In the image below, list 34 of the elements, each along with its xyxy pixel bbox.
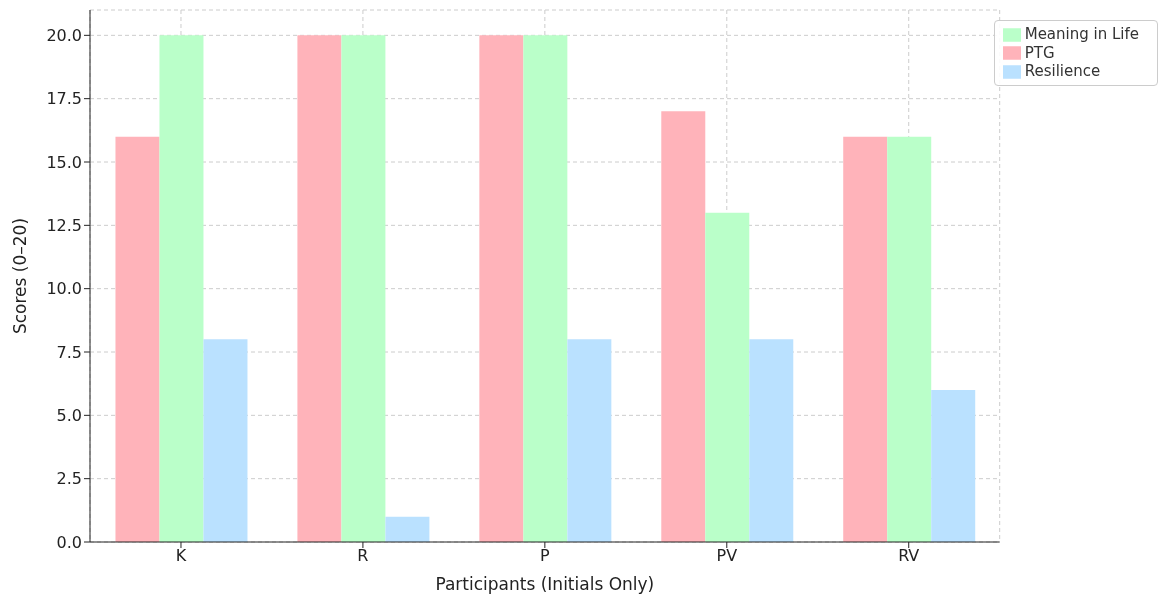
- bar: [843, 136, 888, 542]
- y-tick-label: 7.5: [56, 342, 82, 362]
- bar: [523, 35, 568, 542]
- bar: [297, 35, 342, 542]
- bar: [749, 339, 794, 542]
- y-tick-label: 10.0: [46, 279, 82, 299]
- bar: [931, 390, 976, 542]
- bar: [567, 339, 612, 542]
- x-tick-label: P: [540, 546, 551, 566]
- legend-label: PTG: [1024, 43, 1055, 62]
- y-axis-title: Scores (0–20): [10, 217, 31, 335]
- x-tick-label: PV: [716, 546, 738, 566]
- y-tick-label: 15.0: [46, 152, 82, 172]
- legend-label: Meaning in Life: [1024, 25, 1139, 43]
- bar: [705, 212, 750, 542]
- y-tick-label: 0.0: [56, 532, 82, 552]
- bar: [203, 339, 248, 542]
- bar: [115, 136, 160, 542]
- x-axis-title: Participants (Initials Only): [435, 574, 655, 594]
- bar: [341, 35, 386, 542]
- bar: [385, 516, 430, 542]
- bar: [159, 35, 204, 542]
- legend-label: Resilience: [1024, 62, 1101, 80]
- y-tick-label: 17.5: [46, 89, 82, 109]
- bar: [887, 136, 932, 542]
- y-tick-label: 5.0: [56, 406, 82, 426]
- y-tick-label: 2.5: [56, 469, 82, 489]
- y-tick-label: 20.0: [46, 26, 82, 46]
- bar: [661, 111, 706, 542]
- y-tick-label: 12.5: [46, 216, 82, 236]
- x-tick-label: RV: [898, 546, 920, 566]
- bar: [479, 35, 524, 542]
- x-tick-label: R: [357, 546, 369, 566]
- x-tick-label: K: [175, 546, 187, 566]
